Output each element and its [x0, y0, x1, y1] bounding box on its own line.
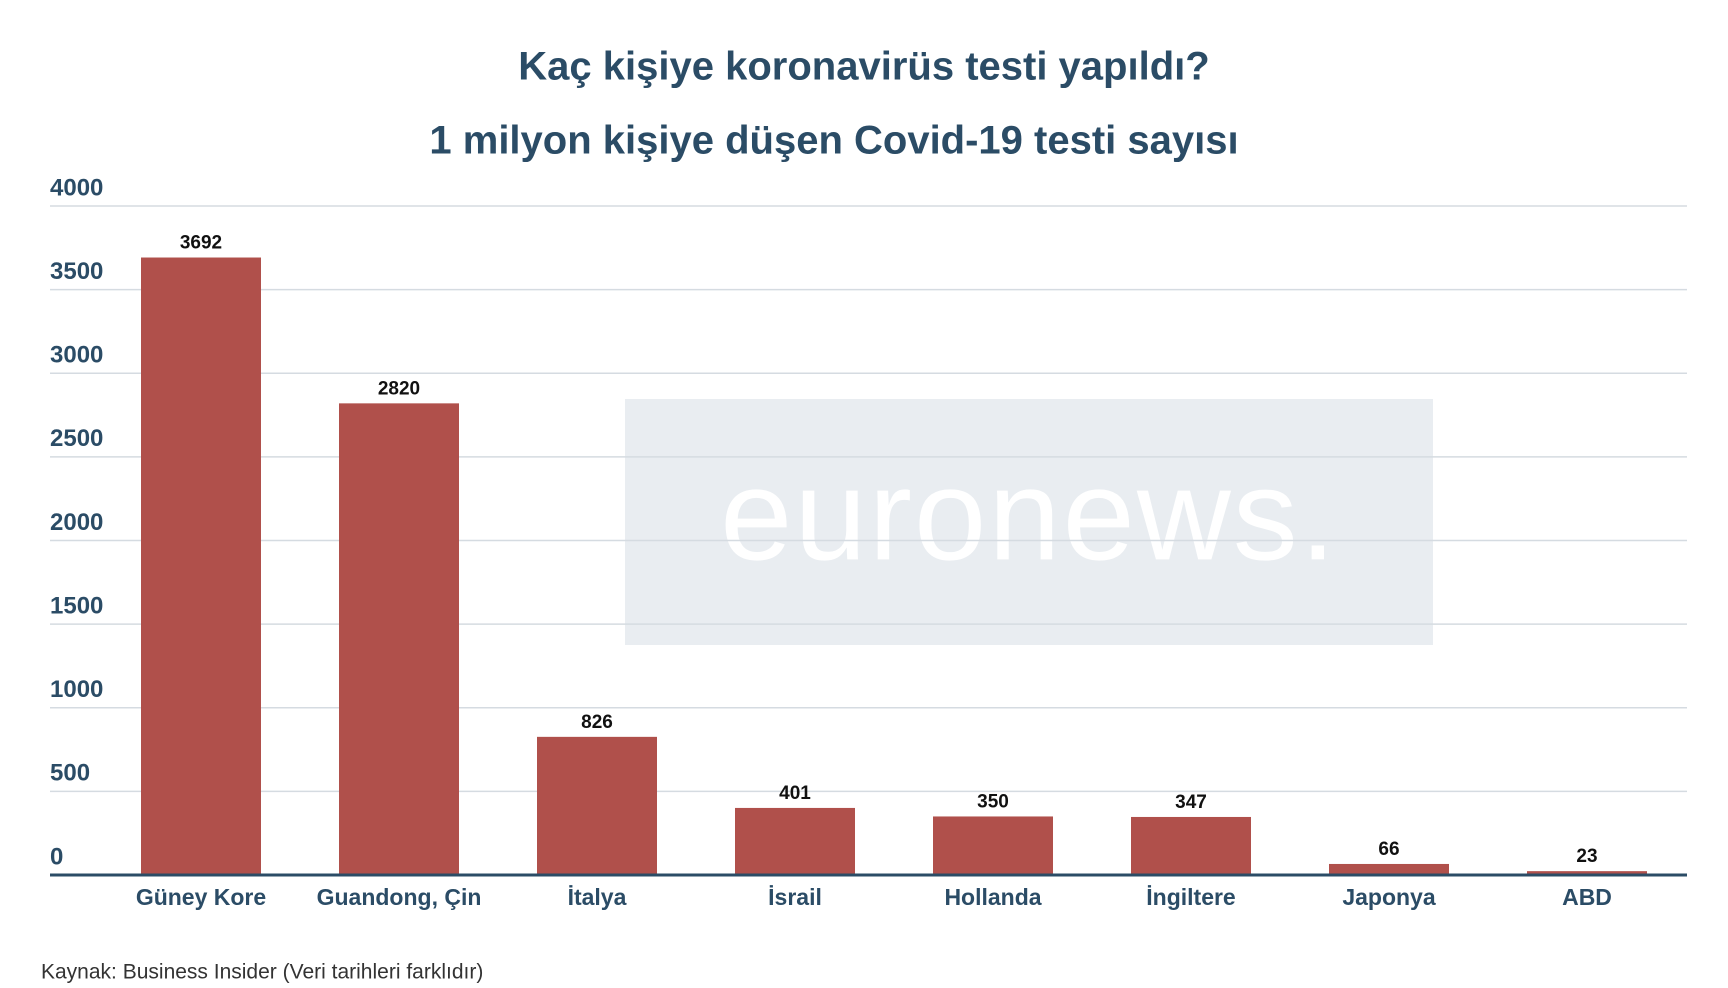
value-label: 23 — [1576, 846, 1597, 867]
watermark: euronews. — [720, 441, 1338, 587]
x-tick-label: Japonya — [1342, 884, 1436, 910]
y-tick-label: 3000 — [50, 342, 103, 369]
bar — [1527, 871, 1647, 875]
y-tick-label: 1500 — [50, 592, 103, 619]
value-label: 3692 — [180, 233, 222, 254]
y-tick-label: 0 — [50, 843, 63, 870]
x-tick-label: Hollanda — [944, 884, 1041, 910]
value-label: 66 — [1378, 839, 1399, 860]
watermark-box — [625, 399, 1433, 645]
bar — [1131, 816, 1251, 875]
x-tick-label: İsrail — [768, 884, 822, 910]
x-tick-label: Guandong, Çin — [317, 884, 482, 910]
value-label: 2820 — [378, 378, 420, 399]
chart-subtitle: 1 milyon kişiye düşen Covid-19 testi say… — [429, 119, 1238, 163]
x-tick-label: İngiltere — [1146, 884, 1235, 910]
y-tick-label: 3500 — [50, 258, 103, 285]
x-tick-label: Güney Kore — [136, 884, 266, 910]
bar — [141, 257, 261, 875]
source: Kaynak: Business Insider (Veri tarihleri… — [41, 961, 483, 984]
bar — [1329, 863, 1449, 875]
y-tick-label: 1000 — [50, 676, 103, 703]
value-label: 350 — [977, 791, 1009, 812]
y-tick-label: 2500 — [50, 425, 103, 452]
y-tick-label: 4000 — [50, 174, 103, 201]
value-label: 347 — [1175, 792, 1207, 813]
value-label: 826 — [581, 712, 613, 733]
bar — [537, 736, 657, 875]
bar — [735, 807, 855, 875]
x-tick-label: İtalya — [568, 884, 627, 910]
bar — [933, 816, 1053, 875]
bar — [339, 403, 459, 875]
y-tick-label: 500 — [50, 760, 90, 787]
chart-title: Kaç kişiye koronavirüs testi yapıldı? — [518, 45, 1209, 89]
x-tick-label: ABD — [1562, 884, 1612, 910]
value-label: 401 — [779, 783, 811, 804]
y-tick-label: 2000 — [50, 509, 103, 536]
